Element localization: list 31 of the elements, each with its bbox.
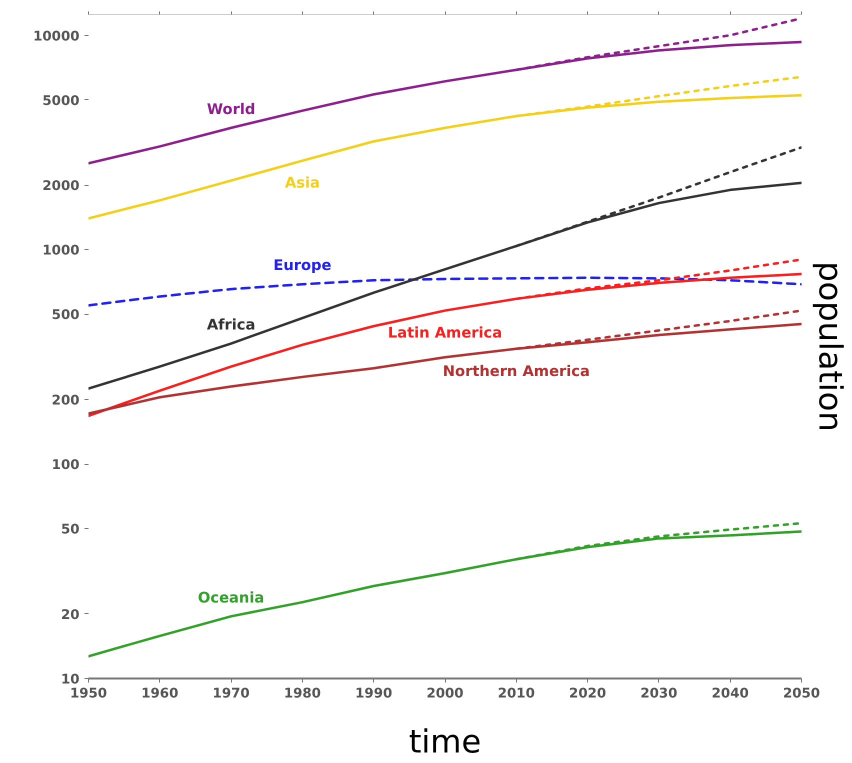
x-tick-label: 1950	[70, 686, 108, 702]
series-label: Northern America	[442, 362, 590, 380]
x-tick-label: 1970	[212, 686, 250, 702]
x-tick-label: 1990	[355, 686, 392, 702]
series-label: Latin America	[388, 324, 502, 342]
x-tick-label: 2050	[782, 686, 820, 702]
y-tick-label: 50	[60, 522, 80, 538]
y-tick-label: 2000	[42, 179, 80, 194]
y-tick-label: 5000	[42, 94, 80, 109]
x-axis-title: time	[408, 722, 482, 760]
y-tick-label: 200	[52, 394, 80, 409]
y-tick-label: 1000	[42, 244, 80, 259]
x-tick-label: 2010	[498, 686, 535, 702]
series-label: Africa	[206, 316, 256, 334]
y-tick-label: 20	[60, 608, 80, 623]
series-label: Europe	[273, 257, 332, 274]
series-label: World	[206, 100, 256, 118]
x-tick-label: 2030	[640, 686, 678, 702]
y-tick-label: 10	[60, 672, 80, 688]
series-label: Asia	[284, 174, 320, 192]
x-tick-label: 2020	[569, 686, 606, 702]
y-tick-label: 100	[52, 458, 80, 474]
y-axis-title: population	[812, 261, 850, 432]
x-tick-label: 1960	[141, 686, 178, 702]
x-tick-label: 2000	[426, 686, 464, 702]
y-tick-label: 500	[52, 308, 80, 324]
y-tick-label: 10000	[33, 29, 80, 44]
x-tick-label: 2040	[712, 686, 749, 702]
series-label: Oceania	[198, 589, 264, 606]
line-series	[88, 276, 802, 307]
x-tick-label: 1980	[284, 686, 321, 702]
